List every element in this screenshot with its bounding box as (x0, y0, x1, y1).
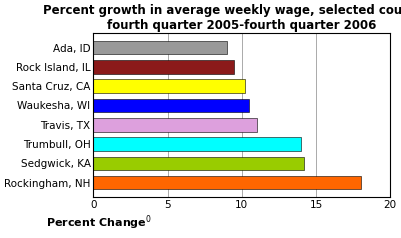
X-axis label: Percent Change$^0$: Percent Change$^0$ (46, 213, 152, 232)
Bar (93, 157, 304, 170)
Bar (93, 99, 249, 112)
Title: Percent growth in average weekly wage, selected counties,
fourth quarter 2005-fo: Percent growth in average weekly wage, s… (43, 4, 401, 32)
Bar (93, 137, 301, 151)
Bar (93, 41, 227, 54)
Bar (93, 79, 245, 93)
Bar (93, 118, 257, 132)
Bar (93, 176, 360, 189)
Bar (93, 60, 234, 74)
